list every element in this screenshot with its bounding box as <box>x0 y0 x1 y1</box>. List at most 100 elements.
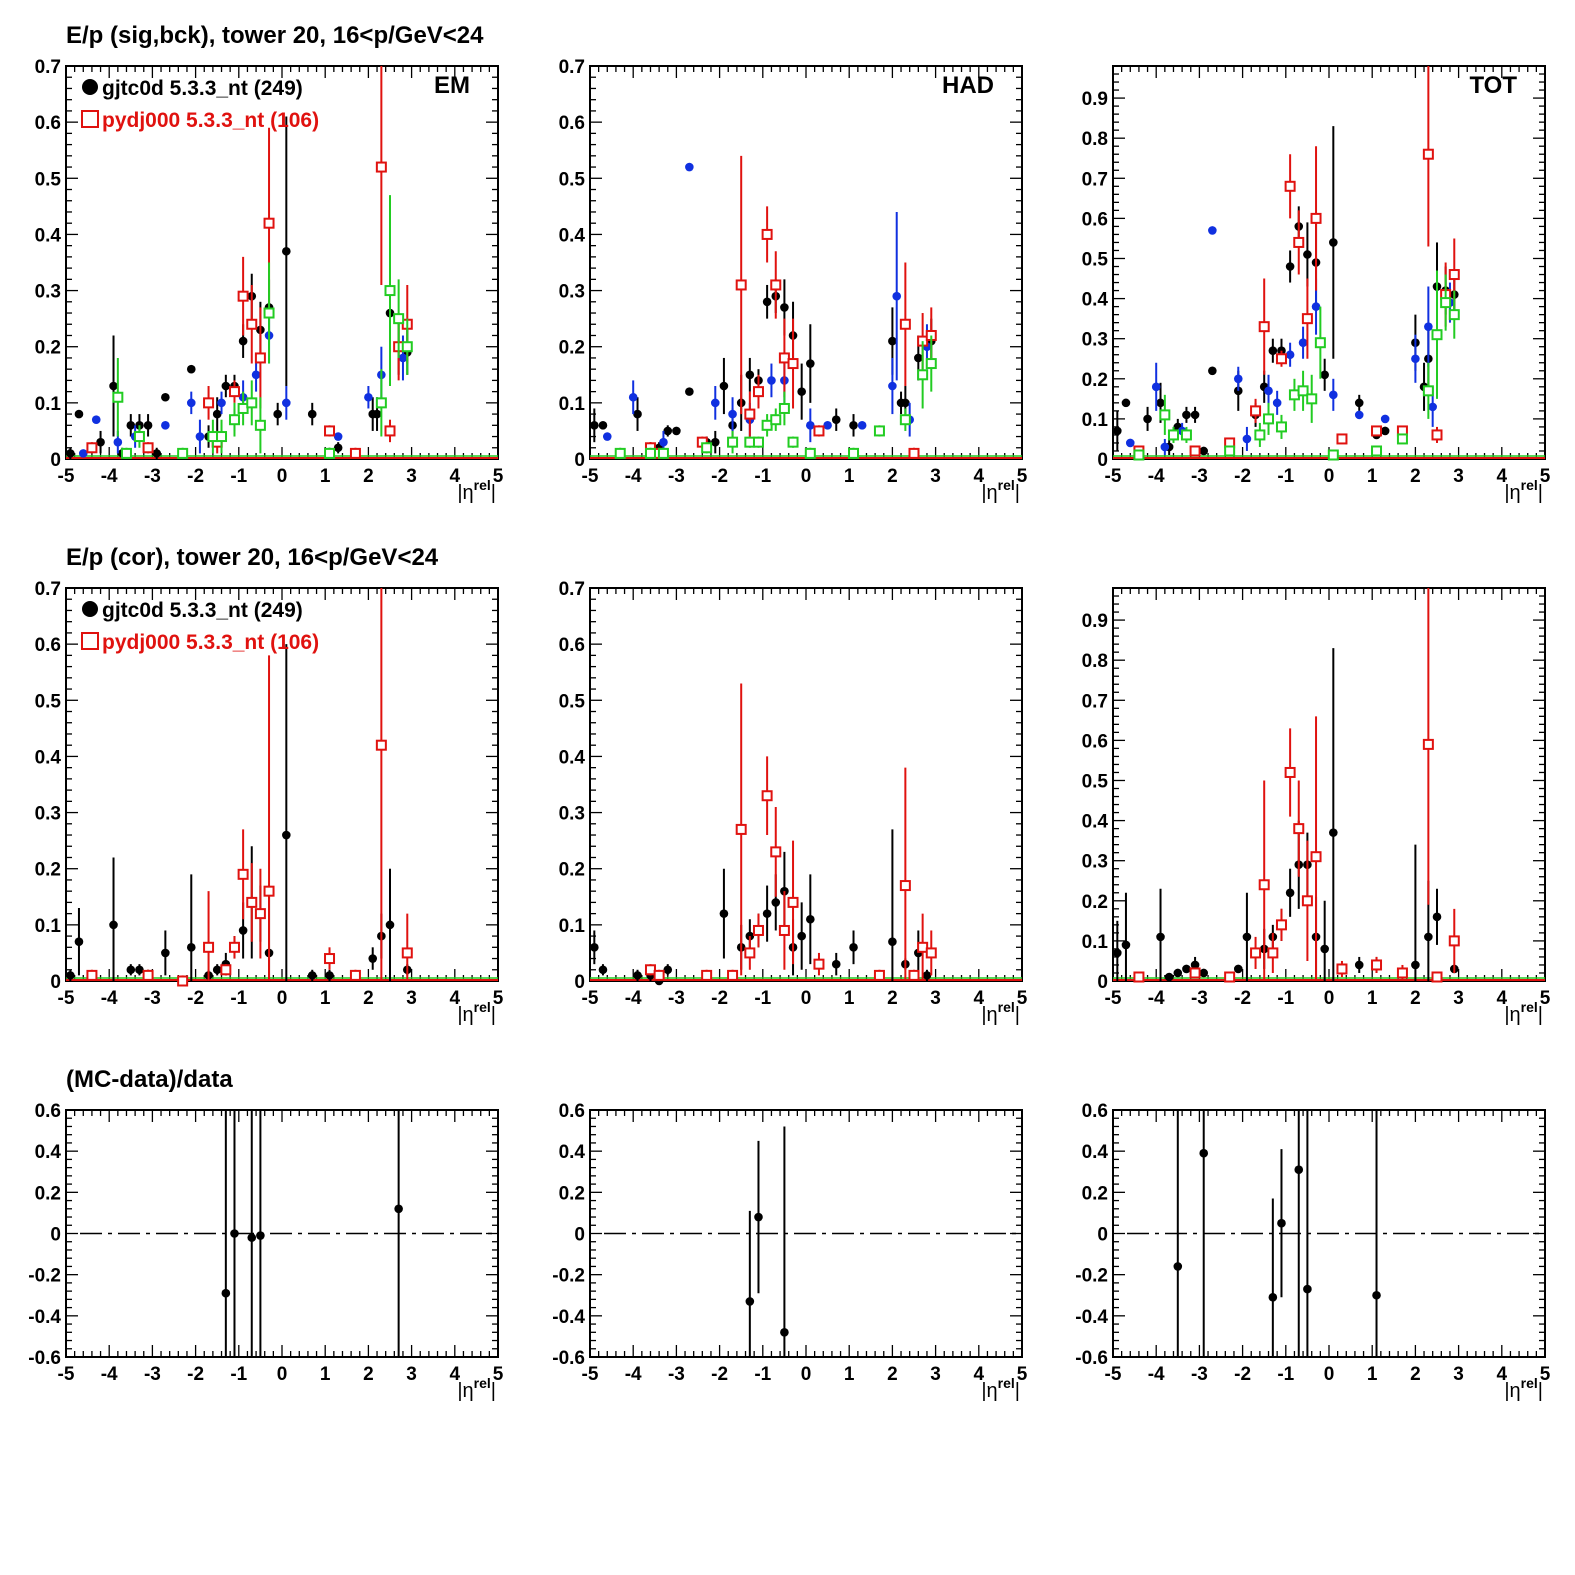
x-axis-title-bar: | <box>491 482 496 504</box>
data-point <box>385 920 395 930</box>
data-point <box>364 392 373 402</box>
x-tick-label: -5 <box>58 1364 75 1385</box>
x-tick-label: 1 <box>844 1364 855 1385</box>
data-point <box>1448 309 1460 321</box>
data-point <box>1311 302 1321 311</box>
y-tick-label: 0 <box>50 1225 61 1246</box>
data-point <box>1422 148 1434 160</box>
data-point <box>221 1288 231 1298</box>
data-point <box>1329 390 1338 400</box>
data-point <box>1354 410 1364 420</box>
series-3 <box>1133 270 1460 461</box>
data-point <box>1411 354 1420 364</box>
y-tick-label: 0.6 <box>1082 731 1108 752</box>
x-tick-label: -5 <box>58 988 75 1009</box>
data-point <box>217 398 226 408</box>
x-tick-label: -1 <box>1277 466 1294 487</box>
data-point <box>333 432 343 441</box>
data-point <box>806 421 815 430</box>
y-tick-label: 0.7 <box>559 57 585 78</box>
data-point <box>922 971 932 980</box>
x-tick-label: 3 <box>406 1364 417 1385</box>
data-point <box>628 392 638 402</box>
y-tick-label: 0.6 <box>1082 1101 1108 1122</box>
x-tick-label: 0 <box>1324 466 1335 487</box>
x-tick-label: 1 <box>1367 988 1378 1009</box>
x-tick-label: -3 <box>668 1364 685 1385</box>
panel-label: HAD <box>942 72 994 99</box>
data-point <box>112 391 124 403</box>
data-point <box>752 924 764 936</box>
data-point <box>1199 446 1209 456</box>
data-point <box>797 387 806 396</box>
data-point <box>917 369 929 381</box>
x-tick-label: 3 <box>1453 466 1464 487</box>
data-point <box>590 421 599 430</box>
x-axis-title-bar: | <box>491 1380 496 1402</box>
data-point <box>752 386 764 398</box>
data-point <box>761 419 773 431</box>
y-tick-label: 0.5 <box>1082 249 1109 270</box>
y-tick-label: 0.6 <box>559 113 585 134</box>
data-point <box>74 409 84 419</box>
panel-label: EM <box>434 72 470 99</box>
data-point <box>251 370 261 380</box>
data-point <box>917 941 929 953</box>
data-point <box>1199 968 1209 978</box>
y-tick-label: 0.6 <box>1082 209 1108 230</box>
x-tick-label: 4 <box>450 1364 461 1385</box>
data-point <box>735 823 747 835</box>
x-axis-title-sup: rel <box>998 999 1015 1015</box>
x-axis-title-bar: | <box>1538 1004 1543 1026</box>
x-tick-label: -5 <box>582 1364 599 1385</box>
data-point <box>1285 888 1295 898</box>
x-tick-label: 4 <box>450 988 461 1009</box>
data-point <box>1372 1290 1381 1300</box>
data-point <box>1329 828 1338 837</box>
data-point <box>1121 398 1131 408</box>
data-point <box>1422 738 1434 750</box>
data-point <box>710 398 720 408</box>
y-tick-label: 0.3 <box>35 282 61 303</box>
data-point <box>1190 960 1200 970</box>
data-point <box>256 1231 265 1240</box>
y-tick-label: 0 <box>1097 450 1108 471</box>
x-tick-label: 1 <box>844 988 855 1009</box>
data-point <box>1303 1284 1312 1294</box>
y-tick-label: 0.1 <box>35 916 62 937</box>
y-tick-label: 0.7 <box>559 579 585 600</box>
data-point <box>1371 425 1383 437</box>
data-point <box>804 447 816 459</box>
data-point <box>663 426 673 436</box>
data-point <box>333 443 343 453</box>
legend-marker <box>81 632 99 650</box>
data-point <box>1113 426 1122 436</box>
x-tick-label: 4 <box>974 466 985 487</box>
data-point <box>1310 851 1322 863</box>
series-3 <box>112 195 413 459</box>
y-tick-label: 0.2 <box>1082 370 1108 391</box>
x-axis-title-sup: rel <box>474 1375 491 1391</box>
x-axis-title: |ηrel| <box>981 999 1020 1026</box>
data-point <box>831 959 841 969</box>
y-tick-label: 0.7 <box>1082 691 1108 712</box>
data-point <box>1258 879 1270 891</box>
legend-marker <box>82 601 98 617</box>
data-point <box>109 920 118 930</box>
data-point <box>888 336 897 346</box>
x-tick-label: 1 <box>1367 466 1378 487</box>
data-point <box>203 397 215 409</box>
x-tick-label: 0 <box>801 466 812 487</box>
data-point <box>220 964 232 976</box>
data-point <box>745 370 755 380</box>
data-point <box>754 1212 763 1222</box>
y-tick-label: 0.4 <box>35 1142 62 1163</box>
data-point <box>372 409 382 419</box>
x-tick-label: -5 <box>1105 1364 1122 1385</box>
data-point <box>401 341 413 353</box>
x-tick-label: 4 <box>974 1364 985 1385</box>
y-tick-label: 0.6 <box>35 1101 61 1122</box>
series-1 <box>86 588 413 987</box>
x-axis-title-bar: | <box>1015 1004 1020 1026</box>
row-title-ratio: (MC-data)/data <box>66 1066 233 1093</box>
